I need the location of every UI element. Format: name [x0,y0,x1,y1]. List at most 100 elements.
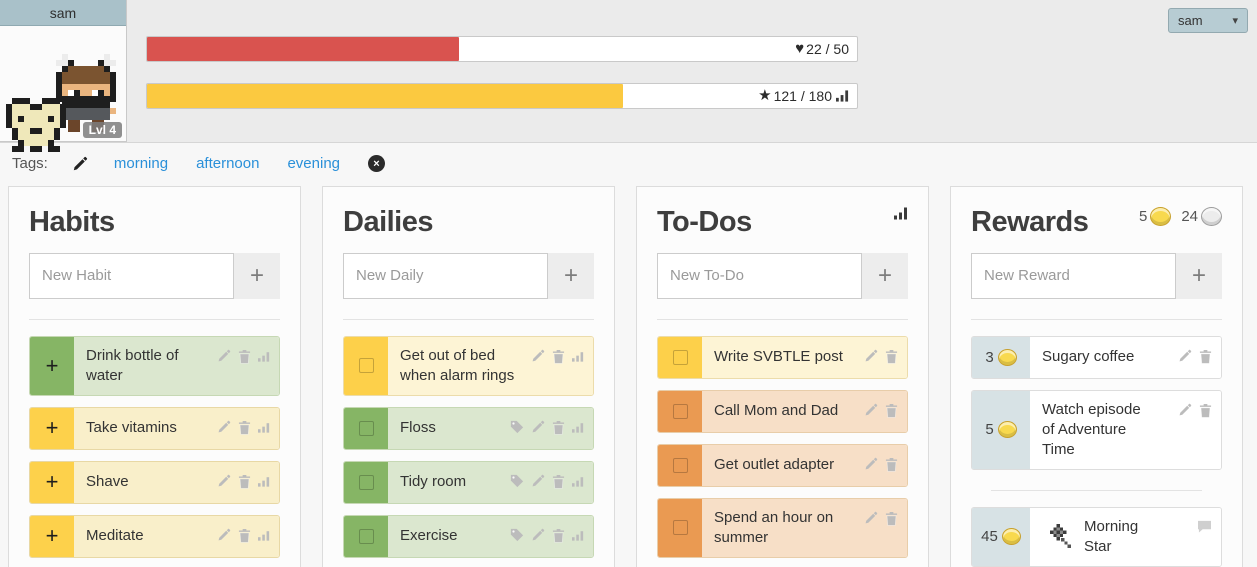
tag-link-evening[interactable]: evening [287,155,340,172]
gold-counter: 5 [1139,207,1172,226]
habits-header: Habits [29,206,280,239]
task-title: Shave [86,473,129,491]
trash-icon[interactable] [552,528,565,543]
pencil-icon[interactable] [1178,403,1192,417]
daily-checkbox[interactable] [358,420,374,436]
new-habit-row: + [29,252,280,299]
chart-icon[interactable] [894,207,908,220]
habit-plus-button[interactable]: + [30,515,74,557]
todo-check-area[interactable] [658,390,702,432]
avatar-panel[interactable]: sam Lvl 4 [0,0,127,152]
trash-icon[interactable] [238,474,251,489]
pencil-icon[interactable] [531,420,545,434]
chart-icon[interactable] [258,530,270,541]
dailies-column: Dailies + Get out of bed when alarm ring… [322,186,615,567]
task-actions [1178,403,1212,418]
todo-check-area[interactable] [658,444,702,486]
health-bar-fill [147,37,460,61]
pencil-icon[interactable] [864,403,878,417]
chart-icon[interactable] [258,422,270,433]
close-tags-icon[interactable]: × [368,155,385,172]
trash-icon[interactable] [552,349,565,364]
new-reward-input[interactable] [971,252,1176,299]
trash-icon[interactable] [238,528,251,543]
trash-icon[interactable] [885,511,898,526]
trash-icon[interactable] [885,349,898,364]
tag-icon[interactable] [510,528,524,542]
trash-icon[interactable] [238,420,251,435]
pencil-icon[interactable] [531,474,545,488]
task-title: Sugary coffee [1042,348,1135,366]
trash-icon[interactable] [1199,349,1212,364]
edit-tags-pencil-icon[interactable] [72,156,88,172]
task-columns: Habits + + Drink bottle of water + [0,182,1257,567]
daily-check-area[interactable] [344,515,388,557]
buy-reward-button[interactable]: 45 [972,507,1030,566]
tag-link-afternoon[interactable]: afternoon [196,155,260,172]
todo-check-area[interactable] [658,336,702,378]
chart-icon[interactable] [258,351,270,362]
habit-plus-button[interactable]: + [30,336,74,395]
todo-checkbox[interactable] [672,403,688,419]
rewards-column: Rewards 5 24 + 3 [950,186,1243,567]
todo-check-area[interactable] [658,498,702,557]
tag-icon[interactable] [510,474,524,488]
pencil-icon[interactable] [864,511,878,525]
chart-icon[interactable] [572,422,584,433]
daily-check-area[interactable] [344,336,388,395]
task-title: Tidy room [400,473,467,491]
daily-checkbox[interactable] [358,474,374,490]
task-body: Tidy room [388,461,593,503]
chart-icon[interactable] [836,90,849,102]
plus-icon: + [249,261,264,289]
trash-icon[interactable] [885,403,898,418]
star-icon: ★ [758,87,772,104]
daily-checkbox[interactable] [358,358,374,374]
todo-checkbox[interactable] [672,349,688,365]
todo-checkbox[interactable] [672,457,688,473]
comment-icon[interactable] [1197,520,1212,533]
new-daily-input[interactable] [343,252,548,299]
task-actions [1178,349,1212,364]
exp-label: ★ 121 / 180 [758,84,849,108]
tag-link-morning[interactable]: morning [113,155,169,172]
buy-reward-button[interactable]: 3 [972,336,1030,378]
trash-icon[interactable] [552,474,565,489]
chart-icon[interactable] [572,476,584,487]
habit-plus-button[interactable]: + [30,461,74,503]
pencil-icon[interactable] [217,474,231,488]
todo-checkbox[interactable] [672,520,688,536]
pencil-icon[interactable] [217,349,231,363]
daily-check-area[interactable] [344,461,388,503]
divider [29,318,280,320]
pencil-icon[interactable] [864,349,878,363]
pencil-icon[interactable] [531,349,545,363]
task-body: Meditate [74,515,279,557]
habit-plus-button[interactable]: + [30,407,74,449]
user-menu-button[interactable]: sam ▾ [1168,8,1248,33]
chart-icon[interactable] [572,351,584,362]
pencil-icon[interactable] [217,420,231,434]
daily-checkbox[interactable] [358,528,374,544]
daily-check-area[interactable] [344,407,388,449]
buy-reward-button[interactable]: 5 [972,390,1030,469]
pencil-icon[interactable] [217,528,231,542]
pencil-icon[interactable] [531,528,545,542]
trash-icon[interactable] [238,349,251,364]
add-todo-button[interactable]: + [862,252,908,299]
add-habit-button[interactable]: + [234,252,280,299]
tag-icon[interactable] [510,420,524,434]
pencil-icon[interactable] [864,457,878,471]
silver-counter: 24 [1181,207,1222,226]
trash-icon[interactable] [552,420,565,435]
pencil-icon[interactable] [1178,349,1192,363]
add-daily-button[interactable]: + [548,252,594,299]
chart-icon[interactable] [572,530,584,541]
new-habit-input[interactable] [29,252,234,299]
trash-icon[interactable] [885,457,898,472]
new-todo-input[interactable] [657,252,862,299]
add-reward-button[interactable]: + [1176,252,1222,299]
trash-icon[interactable] [1199,403,1212,418]
chart-icon[interactable] [258,476,270,487]
task-actions [510,528,584,543]
